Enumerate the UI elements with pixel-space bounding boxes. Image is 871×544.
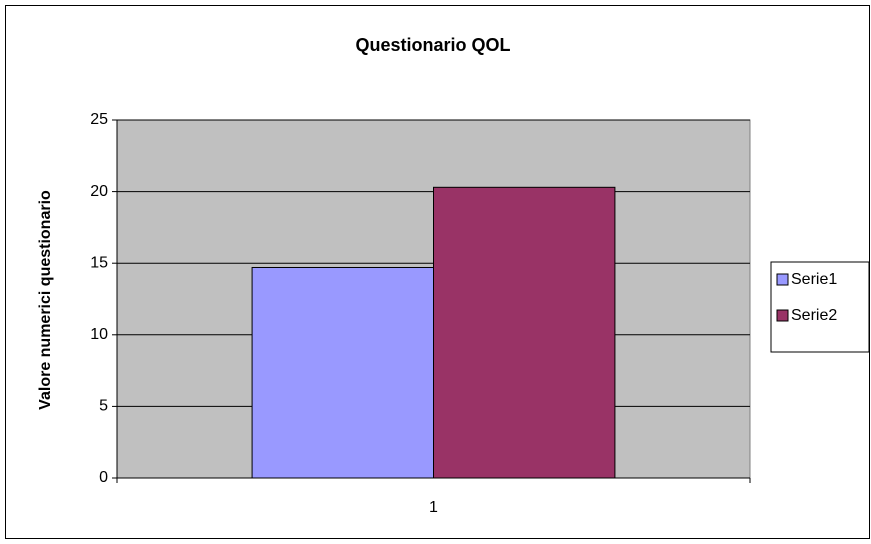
y-tick-label: 15	[90, 254, 108, 271]
legend-label: Serie1	[791, 271, 837, 288]
y-tick-label: 25	[90, 111, 108, 128]
y-axis-label: Valore numerici questionario	[37, 190, 54, 410]
y-tick-label: 5	[99, 398, 108, 415]
bar	[433, 186, 616, 479]
x-tick-label: 1	[429, 499, 438, 516]
legend-swatch	[776, 309, 789, 322]
chart-title: Questionario QOL	[355, 35, 510, 55]
y-tick-label: 0	[99, 469, 108, 486]
y-tick-label: 10	[90, 326, 108, 343]
legend-label: Serie2	[791, 307, 837, 324]
y-tick-label: 20	[90, 183, 108, 200]
legend-swatch	[776, 273, 789, 286]
bar	[251, 266, 434, 479]
